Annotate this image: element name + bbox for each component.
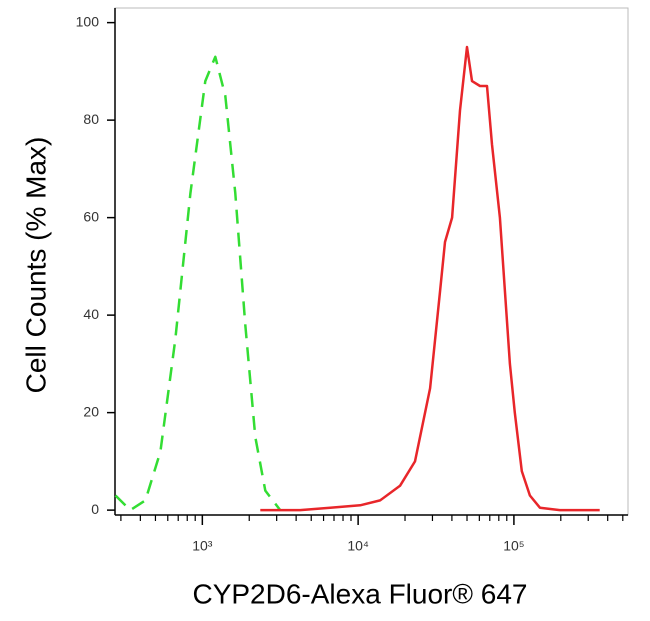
x-tick-label: 10³ (192, 538, 213, 554)
y-tick-label: 60 (83, 208, 99, 224)
histogram-line (260, 45, 600, 512)
y-tick-label: 40 (83, 306, 99, 322)
y-tick-label: 100 (76, 13, 100, 29)
x-axis-label: CYP2D6-Alexa Fluor® 647 (192, 578, 527, 609)
y-tick-label: 20 (83, 403, 99, 419)
plot-frame (114, 7, 629, 516)
x-tick-label: 10⁴ (347, 538, 369, 554)
y-axis-label: Cell Counts (% Max) (20, 137, 51, 394)
y-tick-label: 80 (83, 111, 99, 127)
x-tick-label: 10⁵ (503, 538, 524, 554)
y-tick-label: 0 (91, 501, 99, 517)
histogram-line (114, 55, 282, 512)
